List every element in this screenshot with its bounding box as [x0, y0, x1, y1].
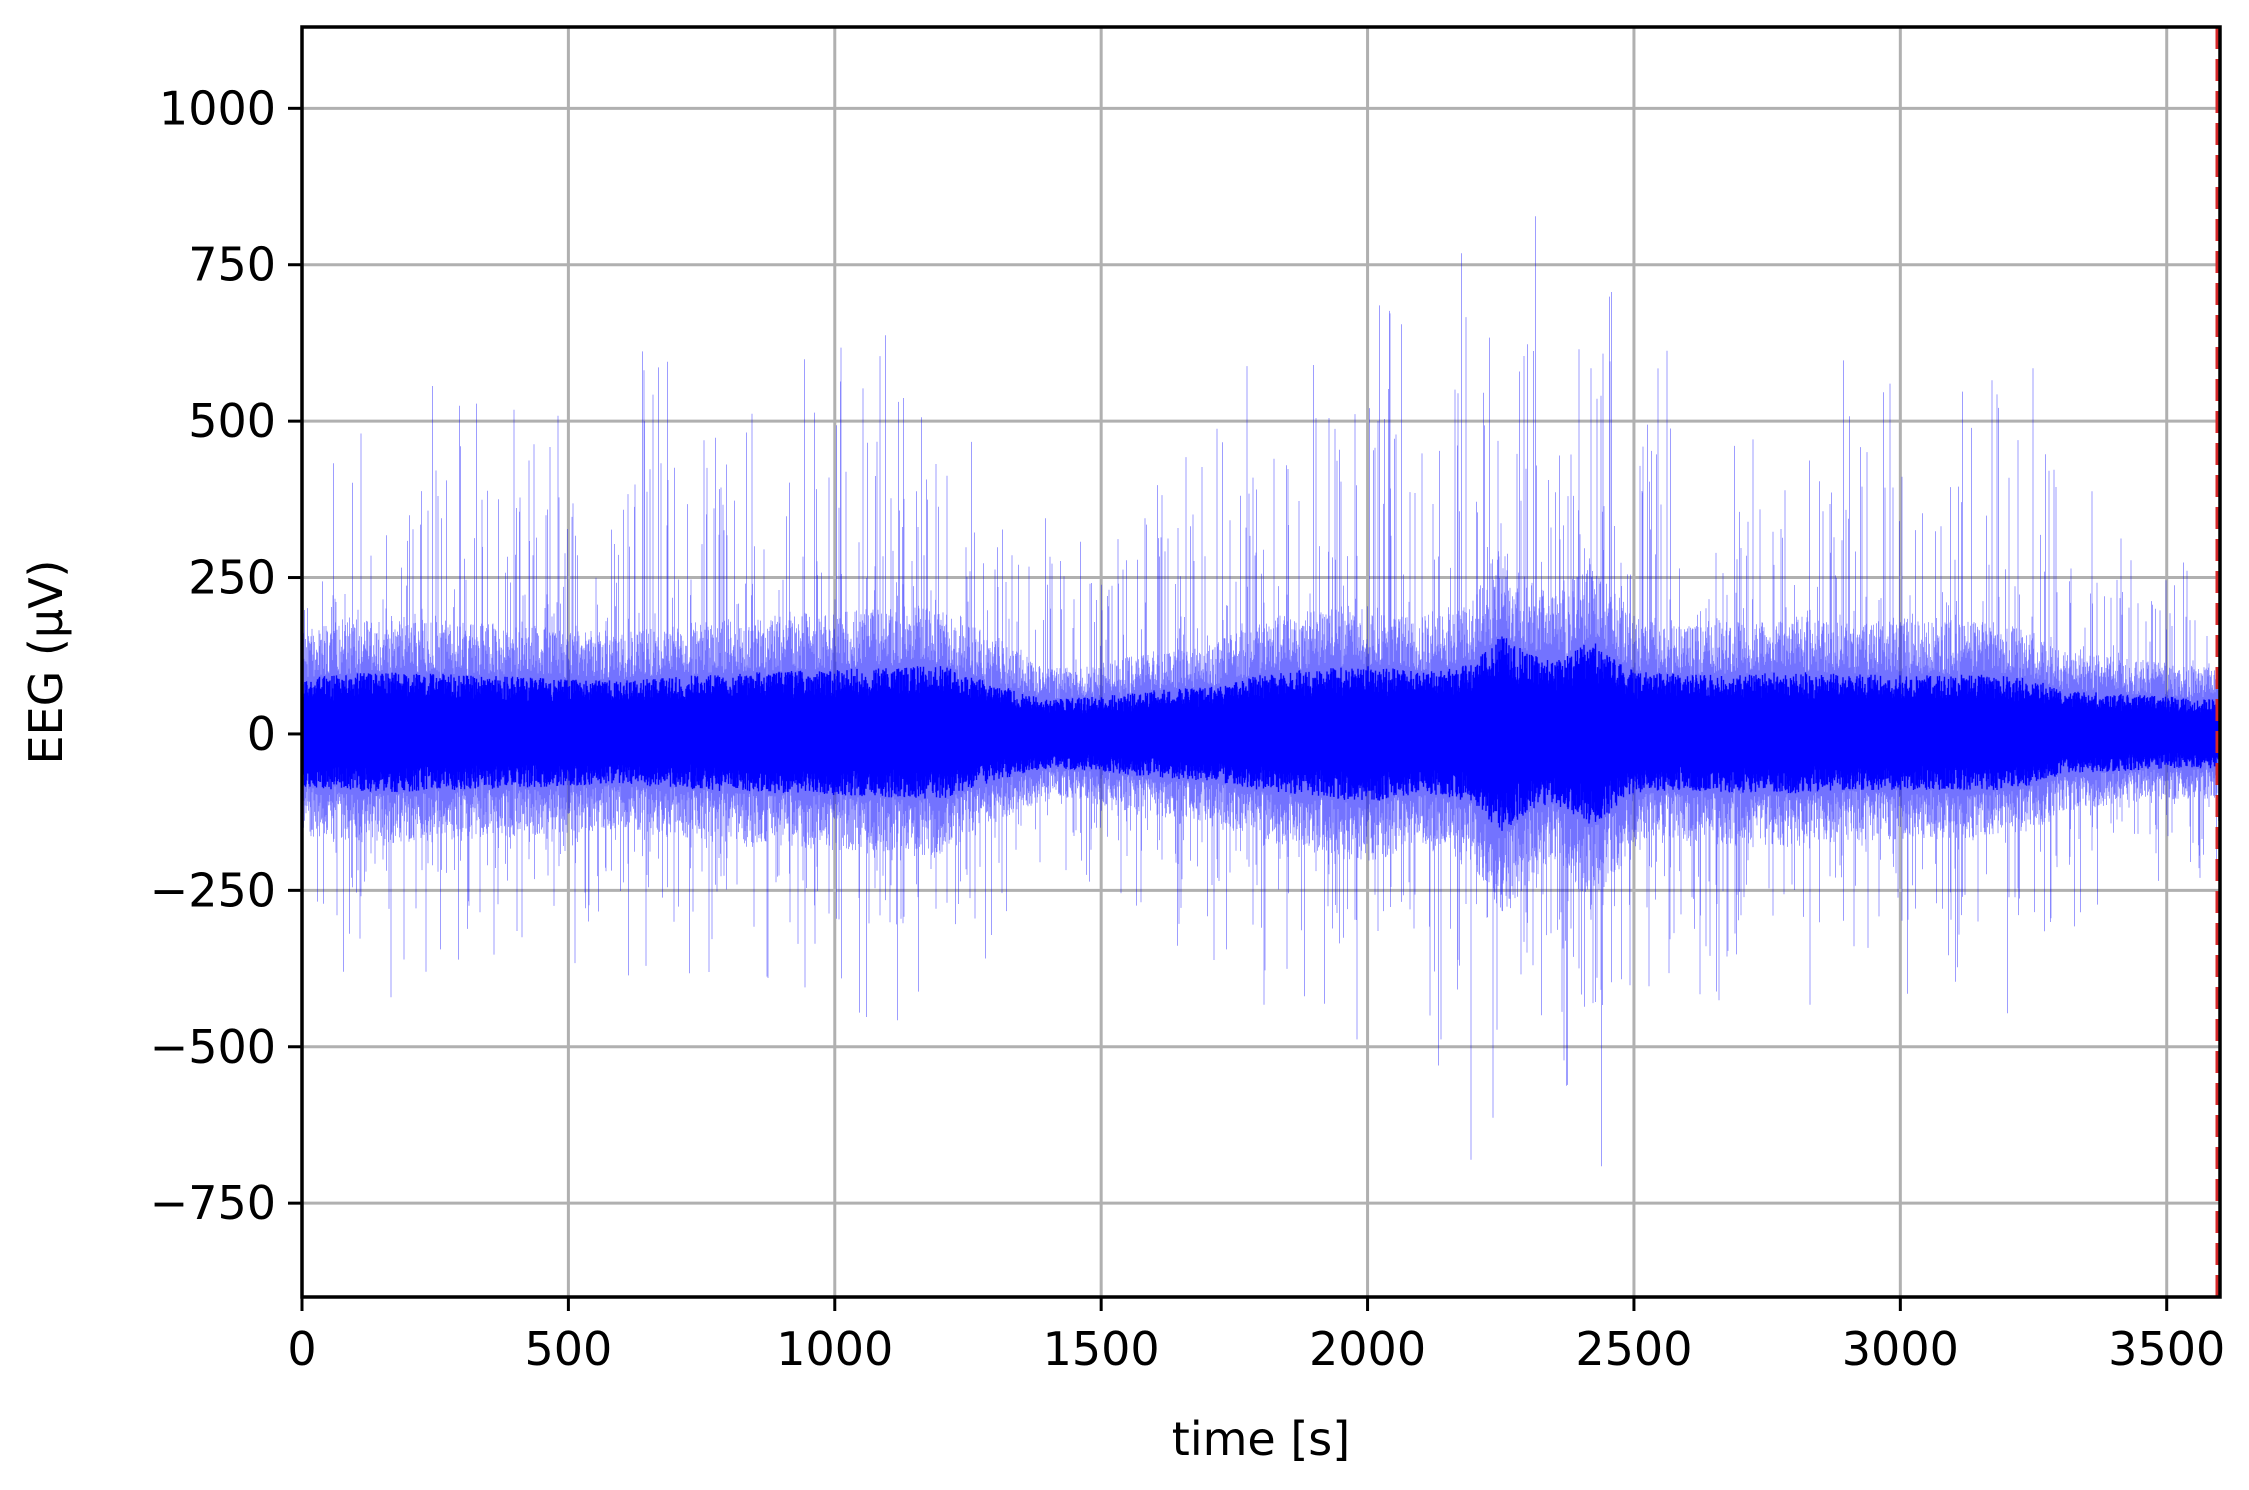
y-tick-label: −500	[150, 1020, 276, 1074]
y-tick-label: −250	[150, 863, 276, 917]
y-axis-ticks: −750 −500 −250 0 250 500 750 1000	[150, 81, 302, 1230]
y-tick-label: 1000	[159, 81, 276, 135]
x-tick-label: 2000	[1309, 1322, 1426, 1376]
y-tick-label: 500	[188, 394, 276, 448]
x-tick-label: 2500	[1575, 1322, 1692, 1376]
x-tick-label: 1500	[1043, 1322, 1160, 1376]
y-tick-label: 750	[188, 238, 276, 292]
x-axis-ticks: 0 500 1000 1500 2000 2500 3000 3500	[287, 1297, 2225, 1376]
x-tick-label: 1000	[776, 1322, 893, 1376]
y-axis-label: EEG (μV)	[19, 559, 73, 764]
x-tick-label: 3500	[2108, 1322, 2225, 1376]
x-tick-label: 3000	[1842, 1322, 1959, 1376]
y-tick-label: 250	[188, 551, 276, 605]
y-tick-label: 0	[247, 707, 276, 761]
x-tick-label: 0	[287, 1322, 316, 1376]
plot-frame	[300, 25, 2222, 1299]
y-tick-label: −750	[150, 1176, 276, 1230]
x-tick-label: 500	[524, 1322, 612, 1376]
grid-lines	[300, 27, 2220, 1297]
x-axis-label: time [s]	[1172, 1412, 1350, 1466]
eeg-signal-series	[301, 216, 2221, 1167]
